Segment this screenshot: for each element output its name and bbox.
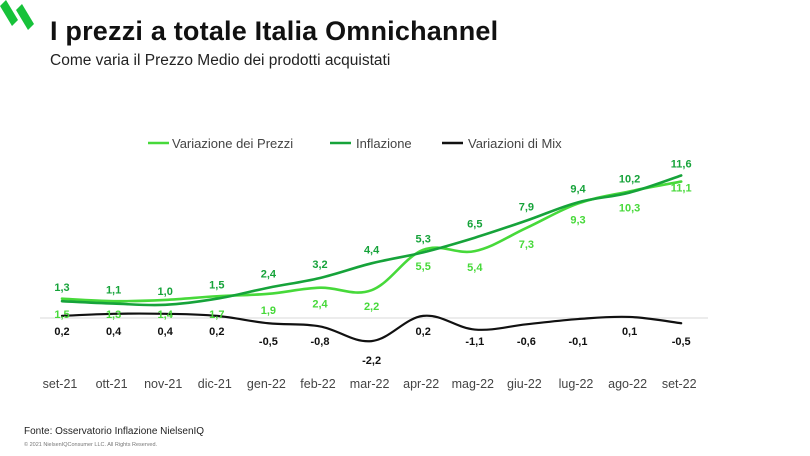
x-tick-label: set-22 [662, 377, 697, 391]
x-tick-label: set-21 [43, 377, 78, 391]
data-label-inflazione: 6,5 [467, 219, 482, 231]
data-label-mix: -2,2 [362, 355, 381, 367]
data-label-prezzi: 11,1 [671, 183, 692, 195]
x-tick-label: nov-21 [144, 377, 182, 391]
data-label-prezzi: 7,3 [519, 239, 534, 251]
copyright-note: © 2021 NielsenIQConsumer LLC. All Rights… [24, 442, 158, 448]
x-tick-label: feb-22 [300, 377, 335, 391]
data-label-mix: -0,5 [672, 336, 691, 348]
data-label-inflazione: 4,4 [364, 244, 380, 256]
data-label-inflazione: 11,6 [671, 158, 692, 170]
data-label-inflazione: 1,5 [209, 280, 224, 292]
legend-label: Variazioni di Mix [468, 136, 562, 151]
page-subtitle: Come varia il Prezzo Medio dei prodotti … [50, 52, 391, 69]
data-label-prezzi: 1,5 [54, 309, 69, 321]
x-tick-label: mar-22 [350, 377, 390, 391]
data-label-prezzi: 10,3 [619, 202, 640, 214]
data-label-mix: 0,2 [209, 326, 224, 338]
data-label-inflazione: 1,1 [106, 285, 121, 297]
legend-label: Inflazione [356, 136, 412, 151]
logo-stroke-right [16, 4, 34, 30]
data-label-mix: -0,5 [259, 336, 278, 348]
x-tick-label: ott-21 [96, 377, 128, 391]
data-label-mix: 0,2 [54, 326, 69, 338]
legend-item-2: Inflazione [330, 136, 412, 151]
source-note: Fonte: Osservatorio Inflazione NielsenIQ [24, 426, 205, 437]
data-label-inflazione: 9,4 [570, 183, 586, 195]
x-tick-label: mag-22 [452, 377, 494, 391]
x-tick-label: lug-22 [559, 377, 594, 391]
legend-label: Variazione dei Prezzi [172, 136, 293, 151]
data-label-inflazione: 5,3 [416, 233, 431, 245]
data-label-prezzi: 9,3 [570, 215, 585, 227]
data-label-inflazione: 2,4 [261, 269, 277, 281]
data-label-prezzi: 2,4 [312, 299, 328, 311]
x-tick-label: giu-22 [507, 377, 542, 391]
data-label-mix: -0,8 [311, 336, 330, 348]
logo-stroke-left [0, 0, 18, 26]
brand-logo [0, 0, 34, 30]
data-label-inflazione: 10,2 [619, 174, 640, 186]
data-label-mix: 0,4 [158, 326, 174, 338]
data-label-prezzi: 2,2 [364, 301, 379, 313]
data-label-prezzi: 1,4 [158, 309, 174, 321]
data-label-prezzi: 1,7 [209, 309, 224, 321]
data-label-mix: 0,2 [416, 326, 431, 338]
data-label-inflazione: 1,3 [54, 282, 69, 294]
legend-item-3: Variazioni di Mix [442, 136, 562, 151]
data-label-inflazione: 3,2 [312, 259, 327, 271]
x-tick-label: apr-22 [403, 377, 439, 391]
series-line-3 [60, 312, 683, 343]
data-label-prezzi: 1,9 [261, 305, 276, 317]
page-title: I prezzi a totale Italia Omnichannel [50, 16, 499, 46]
series-line-2 [60, 174, 683, 307]
data-label-mix: 0,1 [622, 326, 637, 338]
data-label-prezzi: 5,5 [416, 261, 431, 273]
data-label-prezzi: 1,3 [106, 309, 121, 321]
data-label-prezzi: 5,4 [467, 262, 483, 274]
data-label-mix: 0,4 [106, 326, 122, 338]
legend-item-1: Variazione dei Prezzi [148, 136, 293, 151]
x-tick-label: gen-22 [247, 377, 286, 391]
data-label-mix: -0,1 [569, 336, 588, 348]
data-label-mix: -0,6 [517, 336, 536, 348]
data-label-inflazione: 1,0 [158, 286, 173, 298]
x-tick-label: dic-21 [198, 377, 232, 391]
x-tick-label: ago-22 [608, 377, 647, 391]
data-label-inflazione: 7,9 [519, 202, 534, 214]
data-label-mix: -1,1 [465, 336, 484, 348]
